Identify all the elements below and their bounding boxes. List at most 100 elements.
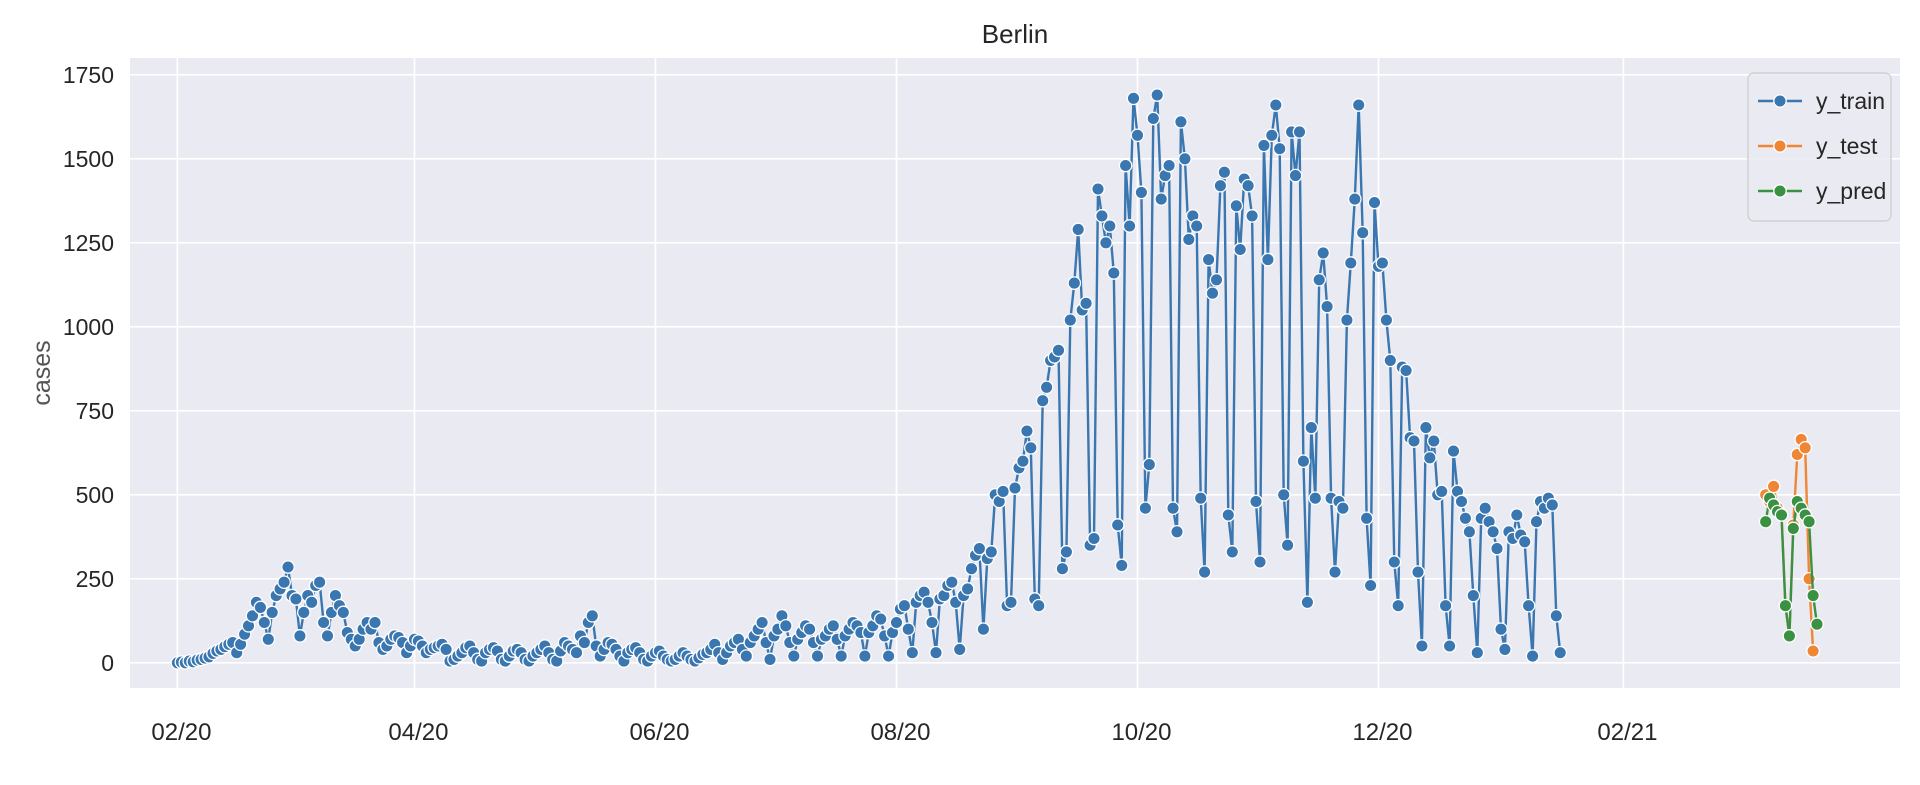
- data-point-y-train: [1079, 296, 1093, 311]
- data-point-y-train: [312, 575, 327, 590]
- data-point-y-train: [1300, 595, 1315, 610]
- data-point-y-train: [304, 595, 319, 610]
- y-tick-label: 750: [76, 398, 114, 424]
- data-point-y-train: [1178, 151, 1192, 166]
- data-point-y-train: [296, 605, 311, 620]
- y-tick-label: 0: [101, 650, 114, 676]
- data-point-y-pred: [1786, 521, 1801, 536]
- data-point-y-train: [1296, 454, 1311, 469]
- data-point-y-train: [1494, 622, 1508, 637]
- data-point-y-train: [1205, 286, 1220, 301]
- data-point-y-train: [925, 615, 939, 630]
- data-point-y-train: [1498, 642, 1512, 657]
- data-point-y-train: [277, 575, 291, 590]
- data-point-y-train: [1438, 598, 1453, 613]
- plot-area: [130, 58, 1900, 688]
- data-point-y-train: [1221, 508, 1236, 522]
- data-point-y-train: [1213, 178, 1228, 193]
- data-point-y-train: [1276, 487, 1291, 502]
- data-point-y-train: [976, 622, 991, 637]
- data-point-y-train: [1035, 393, 1050, 408]
- data-point-y-train: [1509, 508, 1524, 522]
- data-point-y-train: [1166, 501, 1180, 516]
- data-point-y-train: [1181, 232, 1196, 247]
- data-point-y-train: [826, 618, 841, 633]
- legend-item-y-train: y_train: [1758, 88, 1885, 114]
- data-point-y-train: [585, 608, 600, 623]
- data-point-y-train: [1359, 511, 1374, 526]
- series-group: [170, 88, 1824, 670]
- data-point-y-train: [802, 622, 817, 637]
- data-point-y-train: [1122, 219, 1137, 233]
- data-point-y-train: [763, 652, 777, 667]
- x-tick-label: 04/20: [388, 719, 448, 746]
- data-point-y-pred: [1810, 617, 1824, 632]
- y-tick-label: 250: [76, 566, 114, 592]
- data-point-y-train: [293, 629, 307, 643]
- data-point-y-train: [1466, 588, 1481, 603]
- legend-swatch-marker: [1773, 184, 1787, 198]
- data-point-y-train: [881, 649, 896, 663]
- data-point-y-train: [1004, 595, 1018, 610]
- data-point-y-train: [1419, 420, 1433, 435]
- data-point-y-train: [1126, 91, 1141, 106]
- data-point-y-pred: [1802, 514, 1816, 529]
- data-point-y-train: [1130, 128, 1145, 143]
- data-point-y-train: [1320, 299, 1334, 314]
- legend-label: y_test: [1816, 133, 1878, 159]
- data-point-y-train: [1241, 178, 1255, 193]
- data-point-y-train: [755, 615, 769, 630]
- data-point-y-train: [1201, 252, 1216, 267]
- y-tick-label: 1500: [63, 146, 114, 172]
- data-point-y-train: [1059, 545, 1074, 559]
- data-point-y-train: [1280, 538, 1295, 553]
- data-point-y-train: [1442, 639, 1457, 653]
- x-tick-label: 02/21: [1597, 719, 1657, 746]
- data-point-y-train: [336, 605, 351, 620]
- x-tick-label: 06/20: [629, 719, 689, 746]
- data-point-y-train: [368, 615, 382, 630]
- y-tick-label: 1250: [63, 230, 114, 256]
- data-point-y-train: [964, 561, 979, 576]
- x-tick-label: 02/20: [151, 719, 211, 746]
- data-point-y-train: [1249, 494, 1263, 509]
- data-point-y-train: [1347, 192, 1362, 206]
- data-point-y-train: [316, 615, 331, 630]
- data-point-y-train: [1529, 514, 1544, 529]
- data-point-y-train: [1039, 380, 1054, 395]
- data-point-y-train: [1142, 457, 1157, 472]
- data-point-y-train: [1193, 491, 1208, 506]
- data-point-y-train: [1095, 209, 1109, 223]
- data-point-y-train: [1114, 558, 1129, 573]
- legend-swatch-marker: [1773, 94, 1787, 108]
- data-point-y-train: [1470, 645, 1485, 660]
- data-point-y-test: [1798, 440, 1813, 455]
- data-point-y-train: [1257, 138, 1271, 153]
- data-point-y-train: [1110, 518, 1125, 532]
- data-point-y-train: [1379, 313, 1394, 327]
- data-point-y-train: [1288, 168, 1303, 183]
- data-point-y-train: [1106, 266, 1121, 280]
- data-point-y-train: [952, 642, 967, 657]
- data-point-y-train: [1312, 272, 1327, 287]
- data-point-y-train: [577, 635, 592, 650]
- series-y-train: [170, 88, 1568, 670]
- data-point-y-train: [1446, 444, 1461, 458]
- data-point-y-train: [921, 595, 935, 610]
- x-tick-label: 12/20: [1352, 719, 1412, 746]
- data-point-y-train: [1422, 450, 1437, 465]
- data-point-y-train: [1316, 246, 1331, 260]
- data-point-y-train: [1454, 494, 1469, 509]
- x-axis: 02/20 04/20 06/20 08/20 10/20 12/20 02/21: [151, 719, 1657, 746]
- data-point-y-train: [1340, 313, 1354, 327]
- data-point-y-pred: [1774, 508, 1789, 522]
- data-point-y-train: [320, 629, 335, 643]
- data-point-y-train: [1517, 534, 1532, 549]
- data-point-y-train: [1521, 598, 1536, 613]
- data-point-y-train: [1399, 363, 1413, 378]
- data-point-y-train: [1391, 598, 1406, 613]
- legend-label: y_train: [1816, 88, 1885, 114]
- y-tick-label: 1750: [63, 62, 114, 88]
- data-point-y-train: [929, 645, 943, 660]
